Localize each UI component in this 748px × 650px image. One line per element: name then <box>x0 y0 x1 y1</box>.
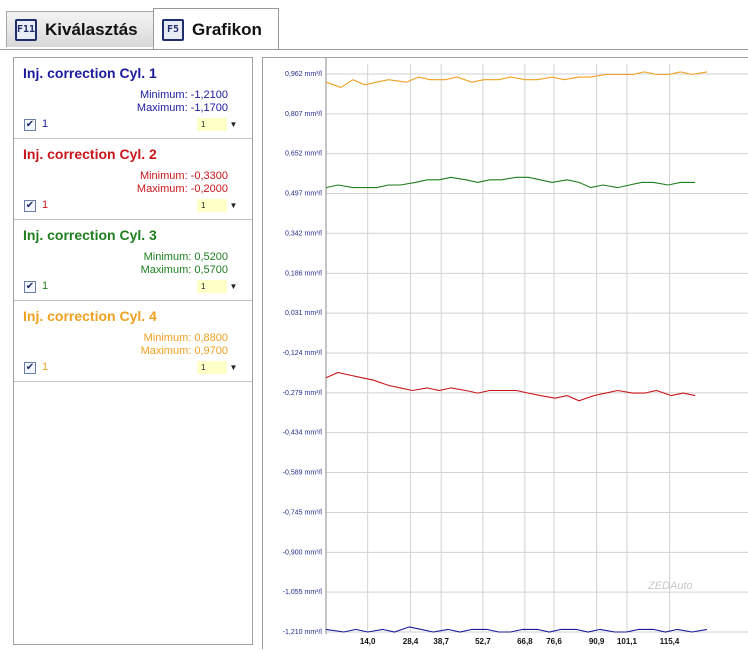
y-tick-label: 0,186 mm³/l <box>285 270 322 277</box>
y-tick-label: -1,055 mm³/l <box>283 589 323 596</box>
scale-select[interactable]: 1 ▼ <box>197 199 240 212</box>
cylinder-item-4: Inj. correction Cyl. 4 Minimum: 0,8800 M… <box>14 301 252 382</box>
checkbox-label: 1 <box>42 361 49 373</box>
x-tick-label: 101,1 <box>617 637 638 646</box>
y-tick-label: 0,497 mm³/l <box>285 190 322 197</box>
tab-label: Grafikon <box>192 19 262 39</box>
y-tick-label: -0,124 mm³/l <box>283 350 323 357</box>
cylinder-title: Inj. correction Cyl. 4 <box>23 308 157 324</box>
series-line-2 <box>325 176 696 189</box>
series-checkbox[interactable]: ✔ <box>24 281 36 293</box>
maximum-value: Maximum: -1,1700 <box>136 102 228 114</box>
tab-label: Kiválasztás <box>45 19 138 39</box>
f5-key-icon: F5 <box>162 18 184 41</box>
x-tick-label: 28,4 <box>403 637 419 646</box>
line-chart: 0,962 mm³/l 0,807 mm³/l 0,652 mm³/l 0,497 m… <box>283 58 748 646</box>
x-tick-label: 115,4 <box>660 637 680 646</box>
maximum-value: Maximum: 0,9700 <box>140 345 228 357</box>
checkbox-label: 1 <box>42 199 49 211</box>
series-checkbox[interactable]: ✔ <box>24 119 36 131</box>
minimum-value: Minimum: 0,5200 <box>143 251 228 263</box>
f11-key-icon: F11 <box>15 18 37 41</box>
cylinder-list-panel: Inj. correction Cyl. 1 Minimum: -1,2100 … <box>13 57 253 645</box>
y-tick-label: 0,031 mm³/l <box>285 310 322 317</box>
cylinder-item-3: Inj. correction Cyl. 3 Minimum: 0,5200 M… <box>14 220 252 301</box>
chevron-down-icon[interactable]: ▼ <box>227 280 240 293</box>
watermark-logo: ZEDAuto <box>648 580 693 592</box>
series-line-3 <box>325 371 696 402</box>
y-tick-label: -0,745 mm³/l <box>283 510 323 517</box>
tab-kivalasztas[interactable]: F11 Kiválasztás <box>6 11 154 47</box>
select-value: 1 <box>201 201 206 210</box>
y-tick-label: -1,210 mm³/l <box>283 629 323 636</box>
y-tick-label: -0,900 mm³/l <box>283 549 323 556</box>
checkbox-label: 1 <box>42 118 49 130</box>
scale-select[interactable]: 1 ▼ <box>197 361 240 374</box>
x-tick-label: 14,0 <box>360 637 376 646</box>
x-tick-label: 66,8 <box>517 637 533 646</box>
minimum-value: Minimum: -0,3300 <box>139 170 228 182</box>
chevron-down-icon[interactable]: ▼ <box>227 118 240 131</box>
tab-divider <box>0 49 748 50</box>
scale-select[interactable]: 1 ▼ <box>197 118 240 131</box>
x-tick-label: 38,7 <box>433 637 449 646</box>
y-tick-label: 0,652 mm³/l <box>285 151 322 158</box>
checkbox-label: 1 <box>42 280 49 292</box>
select-value: 1 <box>201 120 206 129</box>
x-tick-label: 76,6 <box>546 637 562 646</box>
x-tick-label: 52,7 <box>475 637 491 646</box>
cylinder-title: Inj. correction Cyl. 2 <box>23 146 157 162</box>
y-tick-label: -0,589 mm³/l <box>283 469 323 476</box>
minimum-value: Minimum: 0,8800 <box>143 332 228 344</box>
cylinder-title: Inj. correction Cyl. 1 <box>23 65 157 81</box>
y-tick-label: 0,342 mm³/l <box>285 230 322 237</box>
series-line-1 <box>325 71 708 89</box>
series-line-4 <box>325 626 708 633</box>
y-tick-label: 0,807 mm³/l <box>285 111 322 118</box>
select-value: 1 <box>201 363 206 372</box>
y-tick-label: -0,434 mm³/l <box>283 430 323 437</box>
chevron-down-icon[interactable]: ▼ <box>227 199 240 212</box>
cylinder-item-2: Inj. correction Cyl. 2 Minimum: -0,3300 … <box>14 139 252 220</box>
cylinder-item-1: Inj. correction Cyl. 1 Minimum: -1,2100 … <box>14 58 252 139</box>
select-value: 1 <box>201 282 206 291</box>
maximum-value: Maximum: -0,2000 <box>136 183 228 195</box>
tab-grafikon[interactable]: F5 Grafikon <box>153 8 279 50</box>
y-tick-label: -0,279 mm³/l <box>283 390 323 397</box>
chevron-down-icon[interactable]: ▼ <box>227 361 240 374</box>
cylinder-title: Inj. correction Cyl. 3 <box>23 227 157 243</box>
series-checkbox[interactable]: ✔ <box>24 200 36 212</box>
scale-select[interactable]: 1 ▼ <box>197 280 240 293</box>
x-tick-label: 90,9 <box>589 637 605 646</box>
maximum-value: Maximum: 0,5700 <box>140 264 228 276</box>
y-tick-label: 0,962 mm³/l <box>285 71 322 78</box>
minimum-value: Minimum: -1,2100 <box>139 89 228 101</box>
tab-bar: F11 Kiválasztás F5 Grafikon <box>0 0 748 50</box>
chart-panel: 0,962 mm³/l 0,807 mm³/l 0,652 mm³/l 0,497 m… <box>262 57 748 649</box>
series-checkbox[interactable]: ✔ <box>24 362 36 374</box>
